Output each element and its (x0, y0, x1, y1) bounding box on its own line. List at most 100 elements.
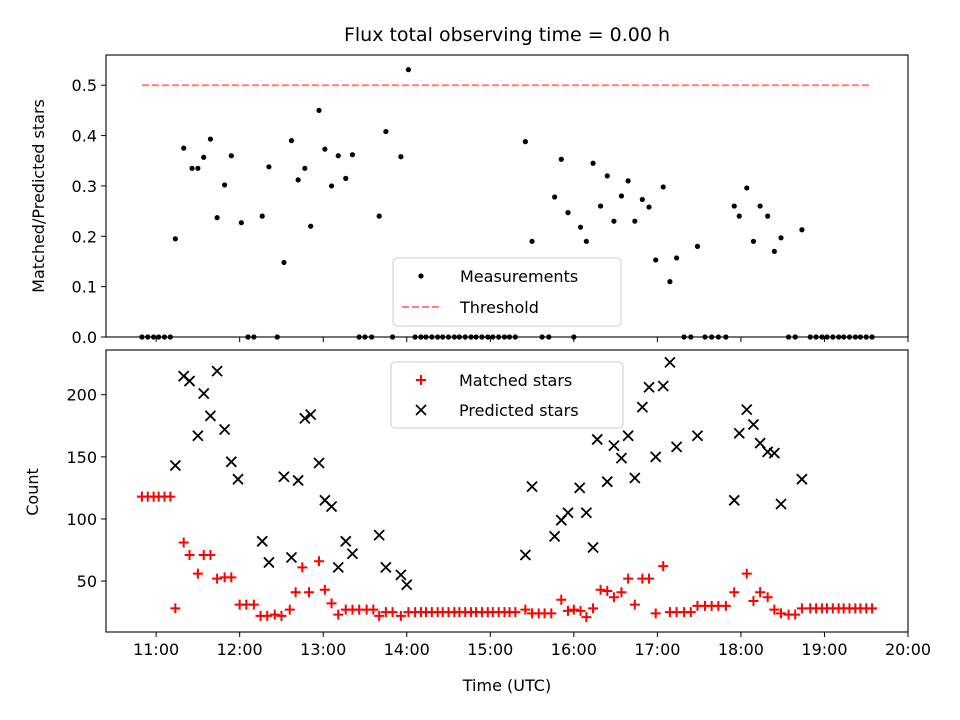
ratio-legend: Measurements Threshold (392, 257, 622, 327)
matched-stars-point (720, 600, 731, 611)
matched-stars-point (248, 599, 259, 610)
count-legend: Matched stars Predicted stars (390, 361, 624, 429)
predicted-stars-point (747, 418, 760, 431)
measurements-point (222, 182, 228, 188)
measurements-point (195, 165, 201, 171)
matched-stars-point (658, 561, 669, 572)
measurements-point (172, 236, 178, 242)
measurements-point (583, 238, 589, 244)
measurements-point (201, 154, 207, 160)
predicted-stars-point (526, 481, 538, 493)
measurements-point (522, 139, 528, 145)
predicted-stars-point (562, 507, 574, 519)
predicted-stars-point (211, 365, 223, 377)
measurements-point (611, 218, 617, 224)
measurements-point (238, 220, 244, 226)
measurements-point (316, 107, 322, 113)
measurements-point (335, 153, 341, 159)
predicted-stars-point (263, 556, 275, 569)
predicted-stars-point (218, 423, 231, 436)
x-tick-label: 18:00 (718, 640, 764, 659)
predicted-stars-point (332, 561, 344, 574)
matched-stars-point (546, 608, 557, 619)
predicted-stars-point (340, 535, 352, 547)
measurements-point (632, 218, 638, 224)
x-axis-label: Time (UTC) (462, 676, 551, 695)
predicted-stars-point (657, 380, 669, 392)
measurements-point (597, 203, 604, 209)
y-tick-label: 0.3 (72, 177, 97, 196)
matched-stars-point (685, 607, 696, 618)
measurements-point (349, 152, 356, 158)
y-tick-label: 50 (77, 572, 97, 591)
matched-stars-point (776, 608, 787, 619)
predicted-stars-legend-label: Predicted stars (459, 401, 579, 420)
measurements-point (302, 165, 308, 171)
measurements-point (660, 184, 666, 190)
matched-stars-point (319, 584, 330, 595)
predicted-stars-point (629, 472, 641, 484)
predicted-stars-point (775, 498, 787, 510)
count-y-axis-label: Count (23, 468, 42, 516)
predicted-stars-point (256, 535, 268, 547)
matched-stars-point (170, 603, 181, 614)
predicted-stars-point (691, 430, 704, 442)
matched-stars-point (184, 549, 195, 560)
predicted-stars-point (601, 476, 613, 488)
x-tick-label: 12:00 (217, 640, 263, 659)
measurements-point (731, 203, 737, 209)
y-tick-label: 0.1 (72, 278, 97, 297)
measurements-point (214, 215, 220, 221)
count-axes-frame (105, 349, 909, 633)
threshold-legend-label: Threshold (459, 298, 539, 317)
matched-stars-point (333, 609, 344, 620)
count-legend-box (390, 361, 624, 429)
matched-stars-point (374, 610, 385, 621)
matched-stars-point (608, 592, 619, 603)
measurements-point (667, 279, 673, 285)
count-axis-ticks: 50 100 150 200 11:00 12:00 13:00 14:00 15:00 16:0… (66, 386, 931, 659)
measurements-point (639, 196, 645, 203)
predicted-stars-point (636, 401, 648, 413)
measurements-point (765, 213, 771, 219)
predicted-stars-point (587, 541, 599, 554)
measurements-point (328, 183, 335, 189)
y-tick-label: 0.5 (72, 76, 97, 95)
predicted-stars-point (373, 529, 385, 541)
predicted-stars-point (650, 451, 662, 463)
measurements-point (405, 67, 412, 73)
chart-title: Flux total observing time = 0.00 h (344, 24, 670, 46)
predicted-stars-point (313, 457, 325, 469)
predicted-stars-point (519, 549, 532, 561)
matched-stars-point (729, 587, 740, 598)
matched-stars-point (326, 598, 337, 609)
measurements-point (618, 193, 625, 199)
measurements-point (646, 204, 652, 210)
measurements-point (398, 154, 404, 160)
matched-stars-point (192, 568, 203, 579)
ratio-axes-frame (105, 54, 909, 338)
x-tick-label: 15:00 (467, 640, 513, 659)
measurements-point (604, 173, 610, 179)
predicted-stars-point (285, 551, 298, 564)
matched-stars-point (568, 604, 579, 615)
matched-stars-point (297, 562, 308, 573)
matched-stars-point (368, 604, 379, 615)
measurements-point (625, 178, 631, 184)
measurements-point (288, 138, 295, 144)
matched-stars-point (262, 610, 273, 621)
predicted-stars-point (580, 507, 593, 519)
measurements-point (207, 136, 214, 142)
measurements-point (259, 213, 265, 219)
measurements-point (799, 227, 805, 233)
measurements-point (558, 156, 564, 162)
matched-stars-point (741, 568, 752, 579)
x-tick-label: 13:00 (300, 640, 346, 659)
measurements-point (694, 243, 701, 249)
matched-stars-point (650, 608, 661, 619)
matched-stars-point (644, 573, 655, 584)
predicted-stars-point (292, 474, 304, 487)
x-tick-label: 19:00 (801, 640, 847, 659)
y-tick-label: 200 (66, 386, 97, 405)
measurements-point (744, 185, 750, 191)
